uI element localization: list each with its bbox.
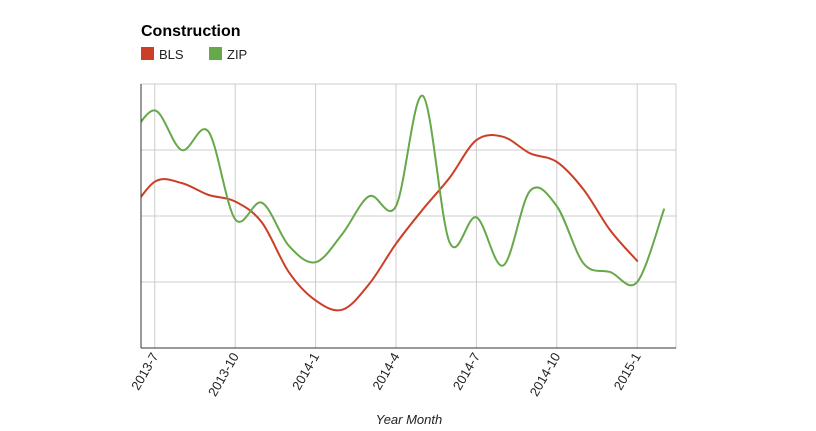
x-tick-label: 2013-10: [205, 350, 242, 399]
legend-item-zip[interactable]: ZIP: [209, 47, 247, 62]
legend-label-zip: ZIP: [227, 47, 247, 62]
chart-title: Construction: [141, 23, 241, 40]
x-tick-label: 2013-7: [128, 350, 161, 393]
legend-label-bls: BLS: [159, 47, 184, 62]
x-tick-label: 2014-1: [289, 350, 322, 393]
x-tick-label: 2014-10: [527, 350, 564, 399]
x-tick-label: 2014-4: [369, 350, 402, 393]
gridlines: [141, 83, 677, 348]
x-tick-labels: 2013-7 2013-10 2014-1 2014-4 2014-7 2014-10 20…: [128, 350, 644, 399]
x-tick-label: 2015-1: [611, 350, 644, 393]
series-group: [128, 94, 665, 312]
legend-swatch-bls: [141, 47, 154, 60]
series-line-zip[interactable]: [128, 94, 665, 287]
x-tick-label: 2014-7: [450, 350, 483, 393]
legend-item-bls[interactable]: BLS: [141, 47, 184, 62]
legend: BLS ZIP: [141, 47, 247, 62]
plot-area: 2013-7 2013-10 2014-1 2014-4 2014-7 2014-10 20…: [128, 83, 677, 399]
x-axis-title: Year Month: [376, 412, 443, 427]
series-line-bls[interactable]: [128, 134, 639, 312]
legend-swatch-zip: [209, 47, 222, 60]
